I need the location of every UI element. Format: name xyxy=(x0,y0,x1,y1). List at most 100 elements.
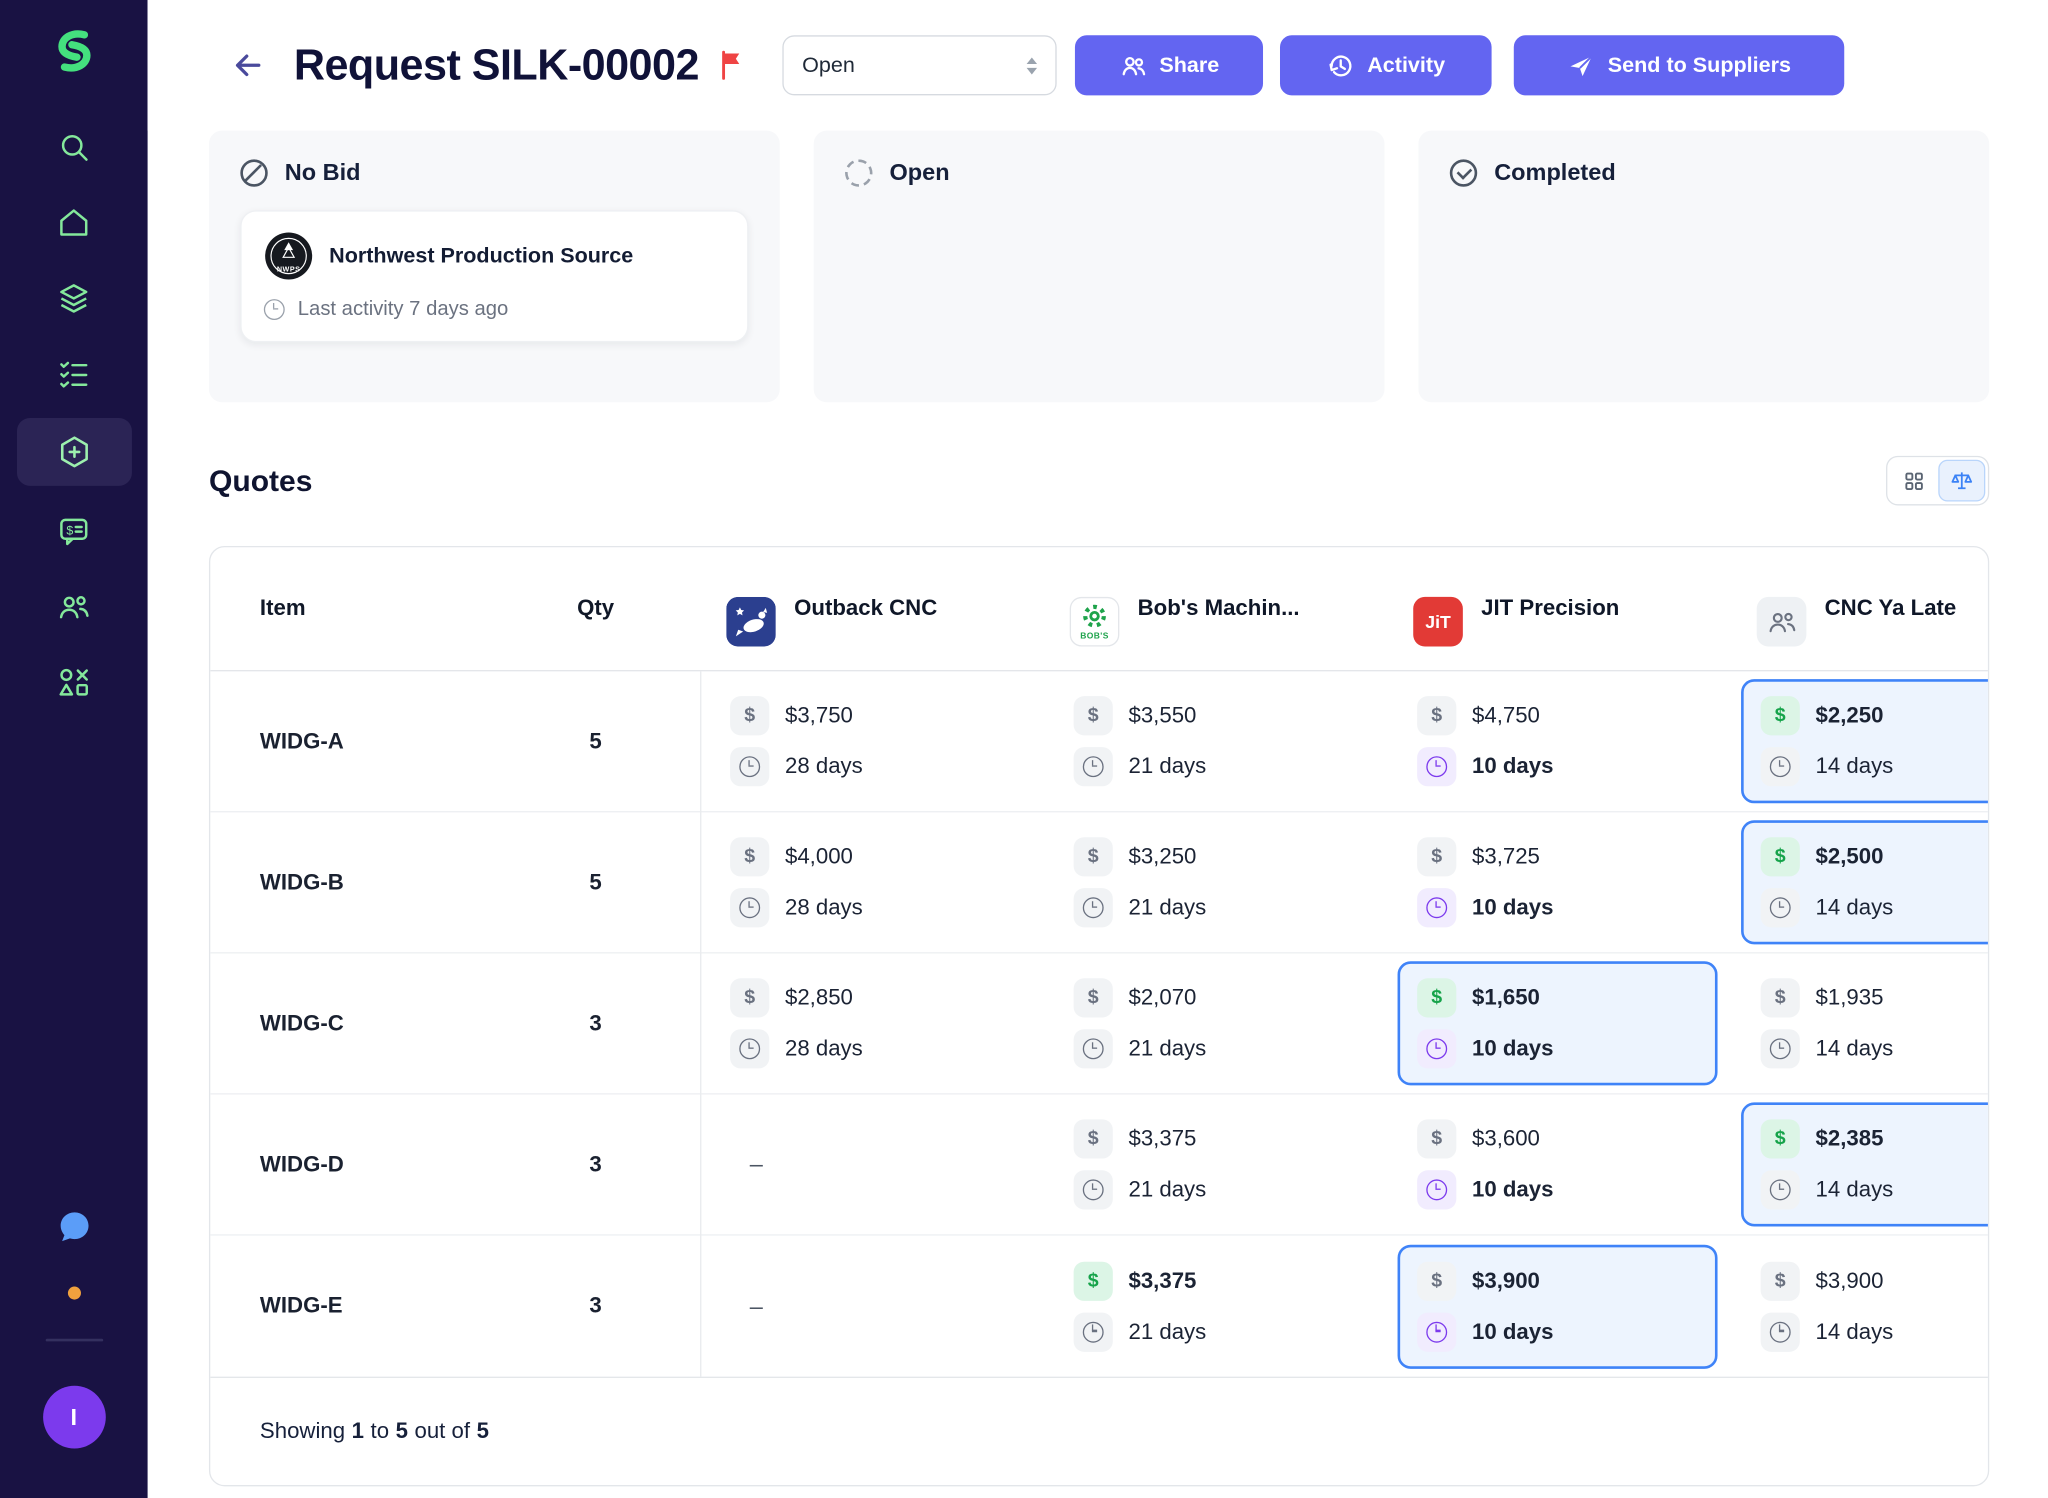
qty-cell: 3 xyxy=(589,1293,602,1318)
sidebar-item-layers[interactable] xyxy=(16,266,131,329)
quote-cell[interactable]: $3,375 21 days xyxy=(1044,1102,1388,1226)
top-bar: Request SILK-00002 Open Share xyxy=(147,0,2048,131)
qty-column-header: Qty xyxy=(577,595,615,621)
flag-icon[interactable] xyxy=(717,50,746,81)
leadtime-clock-icon xyxy=(1417,1029,1457,1069)
board-column-header: Completed xyxy=(1449,159,1958,187)
table-row: WIDG-D 3 – $3,375 21 days $3,600 10 days… xyxy=(210,1095,1988,1236)
team-icon xyxy=(59,595,89,618)
status-board: No Bid NWPS Northwest Production Source xyxy=(208,130,1990,403)
send-to-suppliers-button[interactable]: Send to Suppliers xyxy=(1513,35,1845,96)
best-price-icon xyxy=(1417,978,1457,1018)
activity-history-icon xyxy=(1329,54,1352,76)
board-column-completed: Completed xyxy=(1418,130,1990,403)
price-icon xyxy=(730,696,770,736)
leadtime-clock-icon xyxy=(1760,747,1800,787)
quote-cell[interactable]: $3,375 21 days xyxy=(1044,1244,1388,1368)
leadtime-clock-icon xyxy=(1417,1170,1457,1210)
quote-cell-empty: – xyxy=(700,1292,1044,1319)
share-label: Share xyxy=(1159,52,1220,77)
quote-cell[interactable]: $1,935 14 days xyxy=(1731,961,1988,1085)
user-avatar[interactable]: I xyxy=(42,1385,106,1449)
sidebar-item-requests[interactable] xyxy=(16,417,132,486)
sidebar-item-search[interactable] xyxy=(16,115,131,178)
hexagon-plus-icon xyxy=(60,436,88,468)
qty-cell: 5 xyxy=(589,728,602,753)
table-vertical-divider xyxy=(700,671,702,1377)
sidebar-nav: $ xyxy=(16,115,132,713)
price-icon xyxy=(1073,1119,1113,1159)
quote-cell-selected[interactable]: $2,250 14 days xyxy=(1731,679,1988,804)
quote-cell[interactable]: $3,250 21 days xyxy=(1044,820,1388,944)
search-icon xyxy=(61,134,88,161)
quote-cell[interactable]: $2,070 21 days xyxy=(1044,961,1388,1085)
quote-cell[interactable]: $4,750 10 days xyxy=(1387,679,1731,803)
quote-cell-selected[interactable]: $2,500 14 days xyxy=(1731,820,1988,945)
red-flag-glyph xyxy=(722,50,740,80)
quote-cell-selected[interactable]: $3,900 10 days xyxy=(1387,1244,1731,1369)
table-row: WIDG-A 5 $3,750 28 days $3,550 21 days $… xyxy=(210,671,1988,813)
supplier-card[interactable]: NWPS Northwest Production Source Last ac… xyxy=(240,210,749,343)
table-row: WIDG-C 3 $2,850 28 days $2,070 21 days $… xyxy=(210,953,1988,1095)
grid-view-button[interactable] xyxy=(1890,460,1937,502)
chat-button[interactable] xyxy=(53,1206,95,1248)
supplier-column-header: BOB'S Bob's Machin... xyxy=(1044,571,1388,647)
footer-text: to xyxy=(370,1418,390,1444)
completed-status-icon xyxy=(1449,159,1478,187)
checklist-icon xyxy=(60,361,88,387)
sidebar-item-home[interactable] xyxy=(16,191,131,254)
app-logo-icon xyxy=(57,30,90,72)
sidebar-divider xyxy=(45,1338,103,1342)
price-icon xyxy=(1073,837,1113,877)
quotes-section-header: Quotes xyxy=(209,452,1990,509)
share-people-icon xyxy=(1122,56,1145,75)
share-button[interactable]: Share xyxy=(1075,35,1264,96)
paper-plane-icon xyxy=(1570,55,1593,76)
sidebar-item-tasks[interactable] xyxy=(16,342,131,405)
leadtime-clock-icon xyxy=(730,1029,770,1069)
sidebar-item-quotes[interactable]: $ xyxy=(16,499,131,562)
table-header-row: Item Qty xyxy=(210,547,1988,672)
price-icon xyxy=(1073,696,1113,736)
footer-to: 5 xyxy=(395,1418,408,1444)
sidebar-item-suppliers[interactable] xyxy=(16,575,131,638)
quote-cell[interactable]: $3,750 28 days xyxy=(700,679,1044,803)
chat-bubble-icon xyxy=(60,1212,88,1242)
quote-cell[interactable]: $3,550 21 days xyxy=(1044,679,1388,803)
clock-icon xyxy=(263,299,285,320)
cnc-ya-late-people-logo xyxy=(1756,596,1807,647)
activity-button[interactable]: Activity xyxy=(1280,35,1492,96)
quote-cell-selected[interactable]: $1,650 10 days xyxy=(1387,961,1731,1086)
avatar-initial: I xyxy=(70,1403,78,1430)
status-select[interactable]: Open xyxy=(782,35,1057,96)
back-button[interactable] xyxy=(229,46,268,85)
price-icon xyxy=(1760,1261,1800,1301)
quote-cell[interactable]: $3,600 10 days xyxy=(1387,1102,1731,1226)
app-logo[interactable] xyxy=(49,26,99,76)
leadtime-clock-icon xyxy=(1073,1170,1113,1210)
board-column-no-bid: No Bid NWPS Northwest Production Source xyxy=(208,130,780,403)
quote-cell-empty: – xyxy=(700,1151,1044,1178)
footer-total: 5 xyxy=(476,1418,489,1444)
quote-cell[interactable]: $2,850 28 days xyxy=(700,961,1044,1085)
grid-view-icon xyxy=(1904,471,1923,490)
compare-view-button[interactable] xyxy=(1938,459,1986,502)
board-column-title: Completed xyxy=(1494,159,1616,186)
quote-cell[interactable]: $3,900 14 days xyxy=(1731,1244,1988,1368)
price-icon xyxy=(1760,978,1800,1018)
leadtime-clock-icon xyxy=(1760,1311,1800,1352)
supplier-column-header: CNC Ya Late xyxy=(1731,571,1988,647)
quote-cell[interactable]: $4,000 28 days xyxy=(700,820,1044,944)
item-cell: WIDG-E xyxy=(259,1293,343,1318)
supplier-name: Bob's Machin... xyxy=(1137,595,1300,621)
svg-text:$: $ xyxy=(66,523,73,537)
view-toggle-group xyxy=(1886,455,1990,506)
quote-cell-selected[interactable]: $2,385 14 days xyxy=(1731,1102,1988,1227)
sidebar-item-integrations[interactable] xyxy=(16,650,131,713)
notification-dot xyxy=(67,1286,81,1300)
quote-cell[interactable]: $3,725 10 days xyxy=(1387,820,1731,944)
activity-label: Activity xyxy=(1367,52,1446,77)
price-icon xyxy=(1417,1261,1457,1301)
best-price-icon xyxy=(1760,837,1800,877)
leadtime-clock-icon xyxy=(1073,888,1113,928)
